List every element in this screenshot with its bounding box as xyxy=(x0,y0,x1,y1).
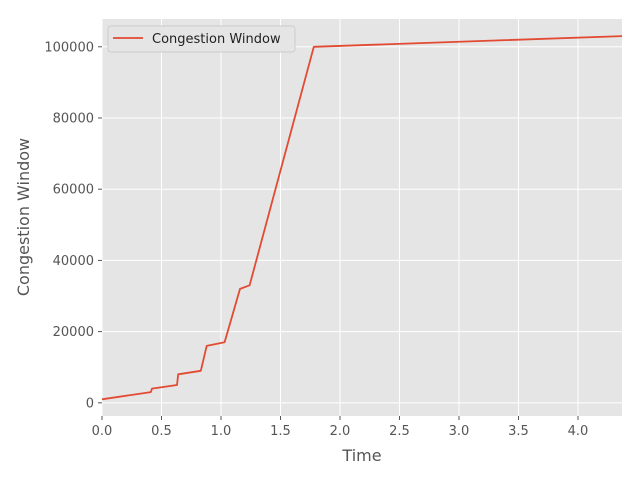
x-tick-label: 0.5 xyxy=(151,424,172,439)
x-tick-label: 2.0 xyxy=(330,424,351,439)
x-tick-label: 0.0 xyxy=(92,424,113,439)
x-tick-label: 4.0 xyxy=(568,424,589,439)
grid xyxy=(101,19,622,416)
legend-box xyxy=(107,25,296,53)
y-tick-label: 20000 xyxy=(53,325,94,340)
x-tick-label: 1.0 xyxy=(211,424,232,439)
x-tick-label: 2.5 xyxy=(389,424,410,439)
series-layer xyxy=(101,35,623,401)
x-tick-label: 3.5 xyxy=(508,424,529,439)
y-tick-label: 80000 xyxy=(53,111,94,126)
y-tick-label: 40000 xyxy=(53,254,94,269)
plot-background xyxy=(102,19,622,416)
y-tick-label: 0 xyxy=(86,396,94,411)
x-tick-label: 1.5 xyxy=(270,424,291,439)
series-line-congestion-window xyxy=(101,35,623,401)
legend: Congestion Window xyxy=(107,25,296,53)
y-axis-label: Congestion Window xyxy=(14,138,33,296)
y-tick-label: 60000 xyxy=(53,183,94,198)
x-axis-label: Time xyxy=(341,446,381,465)
legend-label: Congestion Window xyxy=(152,32,281,47)
x-axis: 0.0 0.5 1.0 1.5 2.0 2.5 3.0 3.5 4.0 xyxy=(92,416,589,439)
y-axis: 0 20000 40000 60000 80000 100000 xyxy=(44,40,102,411)
x-tick-label: 3.0 xyxy=(449,424,470,439)
y-tick-label: 100000 xyxy=(44,40,94,55)
